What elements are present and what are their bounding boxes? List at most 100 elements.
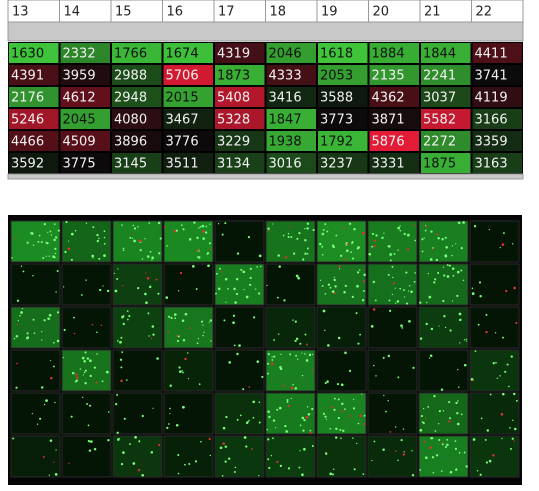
image-tile — [163, 263, 214, 306]
speck — [321, 253, 324, 256]
speck — [98, 237, 100, 240]
speck — [70, 258, 73, 261]
speck — [276, 460, 279, 464]
speck — [293, 252, 296, 255]
heat-cell — [59, 108, 111, 130]
cell-value: 3467 — [166, 113, 199, 128]
speck — [286, 399, 289, 402]
image-tile — [418, 263, 469, 306]
speck — [137, 225, 139, 228]
speck — [278, 406, 282, 410]
cell-value: 1792 — [320, 135, 353, 150]
speck — [455, 243, 457, 245]
image-tile — [163, 220, 214, 263]
speck — [89, 374, 92, 378]
speck — [433, 394, 436, 398]
speck — [414, 272, 416, 274]
speck — [494, 332, 497, 334]
speck — [455, 468, 458, 470]
image-tile — [61, 392, 112, 435]
speck — [443, 274, 446, 277]
speck — [340, 383, 344, 387]
speck — [303, 447, 306, 451]
cell-value: 3166 — [475, 113, 508, 128]
speck — [75, 379, 79, 382]
speck — [221, 233, 224, 236]
speck — [207, 264, 210, 268]
speck — [141, 473, 145, 477]
speck — [394, 287, 396, 289]
speck — [57, 229, 60, 232]
speck — [312, 228, 315, 232]
speck — [446, 438, 449, 441]
speck — [427, 272, 430, 275]
speck — [413, 224, 415, 226]
speck — [359, 414, 363, 417]
speck — [243, 436, 247, 439]
speck — [403, 451, 405, 453]
speck — [100, 324, 103, 327]
speck — [164, 226, 166, 229]
heat-cell — [471, 130, 523, 152]
image-tile — [10, 263, 61, 306]
speck — [235, 277, 239, 281]
speck — [333, 408, 336, 412]
speck — [165, 296, 169, 299]
speck — [48, 474, 50, 476]
speck — [116, 431, 119, 434]
speck — [479, 294, 482, 298]
speck — [71, 371, 75, 375]
speck — [43, 222, 46, 226]
speck — [333, 397, 336, 400]
cell-value: 4466 — [11, 135, 44, 150]
speck — [96, 233, 99, 237]
image-tile — [163, 306, 214, 349]
speck — [219, 446, 223, 450]
speck — [363, 423, 366, 426]
speck — [421, 238, 424, 241]
speck — [433, 281, 436, 284]
speck — [41, 339, 43, 341]
speck — [463, 451, 466, 454]
speck — [515, 399, 518, 402]
speck — [443, 315, 446, 318]
speck — [407, 290, 410, 292]
speck — [277, 333, 280, 335]
speck — [460, 269, 463, 272]
speck — [236, 352, 239, 356]
speck — [511, 243, 514, 245]
speck — [249, 276, 252, 280]
speck — [329, 286, 332, 289]
heat-cell — [420, 42, 472, 64]
speck — [456, 422, 460, 426]
speck — [119, 358, 123, 361]
speck — [13, 337, 16, 340]
cell-value: 3145 — [114, 157, 147, 172]
cell-value: 3896 — [114, 135, 147, 150]
speck — [239, 414, 242, 417]
image-tile — [367, 349, 418, 392]
speck — [21, 307, 24, 310]
speck — [333, 468, 335, 471]
speck — [182, 405, 185, 409]
speck — [151, 256, 155, 260]
speck — [492, 362, 495, 365]
cell-value: 4362 — [372, 91, 405, 106]
speck — [219, 267, 221, 270]
speck — [480, 417, 483, 420]
speck — [502, 336, 504, 339]
speck — [371, 245, 374, 248]
speck — [306, 406, 309, 408]
speck — [444, 236, 447, 239]
speck — [103, 242, 106, 245]
speck — [245, 421, 249, 425]
heat-cell — [214, 42, 266, 64]
speck — [150, 451, 154, 454]
speck — [402, 428, 405, 430]
cell-value: 1938 — [269, 135, 302, 150]
speck — [133, 239, 136, 243]
speck — [331, 406, 334, 409]
speck — [383, 232, 385, 234]
speck — [16, 362, 18, 365]
cell-value: 3592 — [11, 157, 44, 172]
